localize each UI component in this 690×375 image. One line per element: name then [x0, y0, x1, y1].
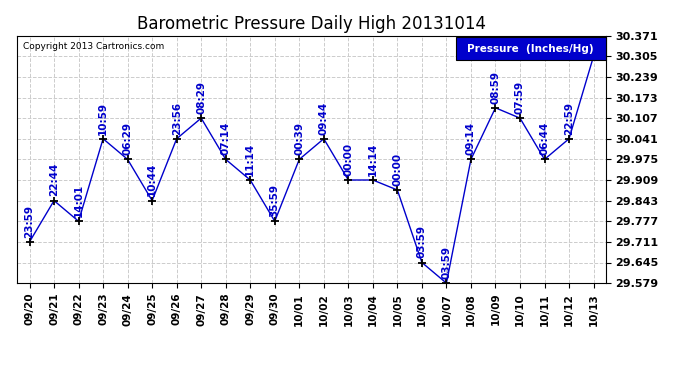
Text: 14:14: 14:14: [368, 142, 378, 176]
Title: Barometric Pressure Daily High 20131014: Barometric Pressure Daily High 20131014: [137, 15, 486, 33]
Text: 10:59: 10:59: [98, 102, 108, 135]
Text: 22:59: 22:59: [564, 102, 574, 135]
Text: 14:01: 14:01: [74, 184, 83, 217]
Text: Copyright 2013 Cartronics.com: Copyright 2013 Cartronics.com: [23, 42, 164, 51]
Text: 08:29: 08:29: [196, 81, 206, 114]
Text: 11:14: 11:14: [245, 142, 255, 176]
Text: 03:59: 03:59: [442, 246, 451, 279]
Text: 08:59: 08:59: [491, 70, 500, 104]
Text: 00:00: 00:00: [344, 143, 353, 176]
Text: 10:44: 10:44: [147, 163, 157, 196]
Text: 22:44: 22:44: [49, 163, 59, 196]
Text: 09:44: 09:44: [319, 101, 329, 135]
Text: 06:44: 06:44: [540, 122, 549, 155]
Text: 35:59: 35:59: [270, 184, 279, 217]
Text: 23: 23: [589, 38, 598, 52]
Text: 03:59: 03:59: [417, 225, 427, 258]
Text: 23:59: 23:59: [25, 205, 34, 238]
Text: 07:59: 07:59: [515, 81, 525, 114]
Text: 09:14: 09:14: [466, 122, 476, 155]
Text: 00:00: 00:00: [393, 153, 402, 186]
Text: 23:56: 23:56: [172, 102, 181, 135]
Text: 06:29: 06:29: [123, 122, 132, 155]
Text: Pressure  (Inches/Hg): Pressure (Inches/Hg): [467, 44, 594, 54]
Text: 00:39: 00:39: [294, 122, 304, 155]
Text: 07:14: 07:14: [221, 122, 230, 155]
Bar: [455, 37, 606, 60]
